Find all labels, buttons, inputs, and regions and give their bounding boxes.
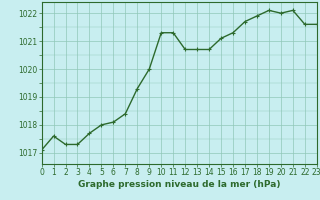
X-axis label: Graphe pression niveau de la mer (hPa): Graphe pression niveau de la mer (hPa) xyxy=(78,180,280,189)
